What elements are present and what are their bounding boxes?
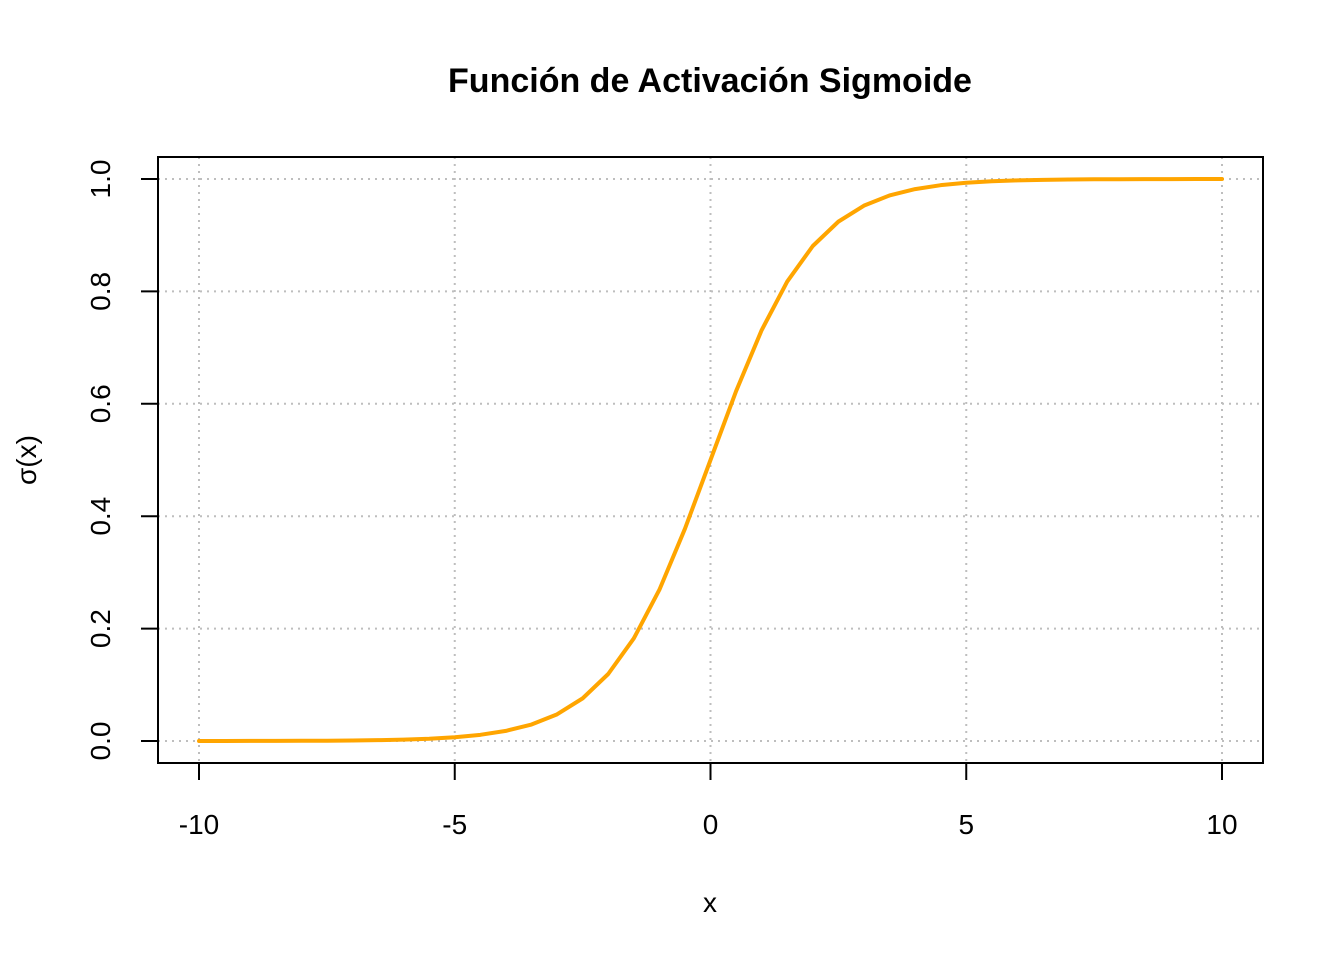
x-tick-label: 0 [703, 809, 719, 840]
y-axis-label: σ(x) [11, 435, 42, 485]
x-tick-label: -10 [179, 809, 219, 840]
y-tick-label: 0.6 [85, 384, 116, 423]
x-axis-label: x [703, 887, 717, 918]
series-layer [197, 177, 1224, 743]
y-tick-label: 0.4 [85, 497, 116, 536]
y-tick-label: 0.0 [85, 722, 116, 761]
x-tick-label: -5 [442, 809, 467, 840]
x-axis: -10 -5 0 5 10 [179, 762, 1238, 840]
y-tick-label: 0.2 [85, 609, 116, 648]
y-tick-label: 1.0 [85, 160, 116, 199]
sigmoid-line [197, 177, 1224, 743]
x-tick-label: 5 [958, 809, 974, 840]
x-tick-label: 10 [1206, 809, 1237, 840]
y-tick-label: 0.8 [85, 272, 116, 311]
y-axis: 0.0 0.2 0.4 0.6 0.8 1.0 [85, 160, 159, 761]
chart-title: Función de Activación Sigmoide [448, 62, 972, 100]
